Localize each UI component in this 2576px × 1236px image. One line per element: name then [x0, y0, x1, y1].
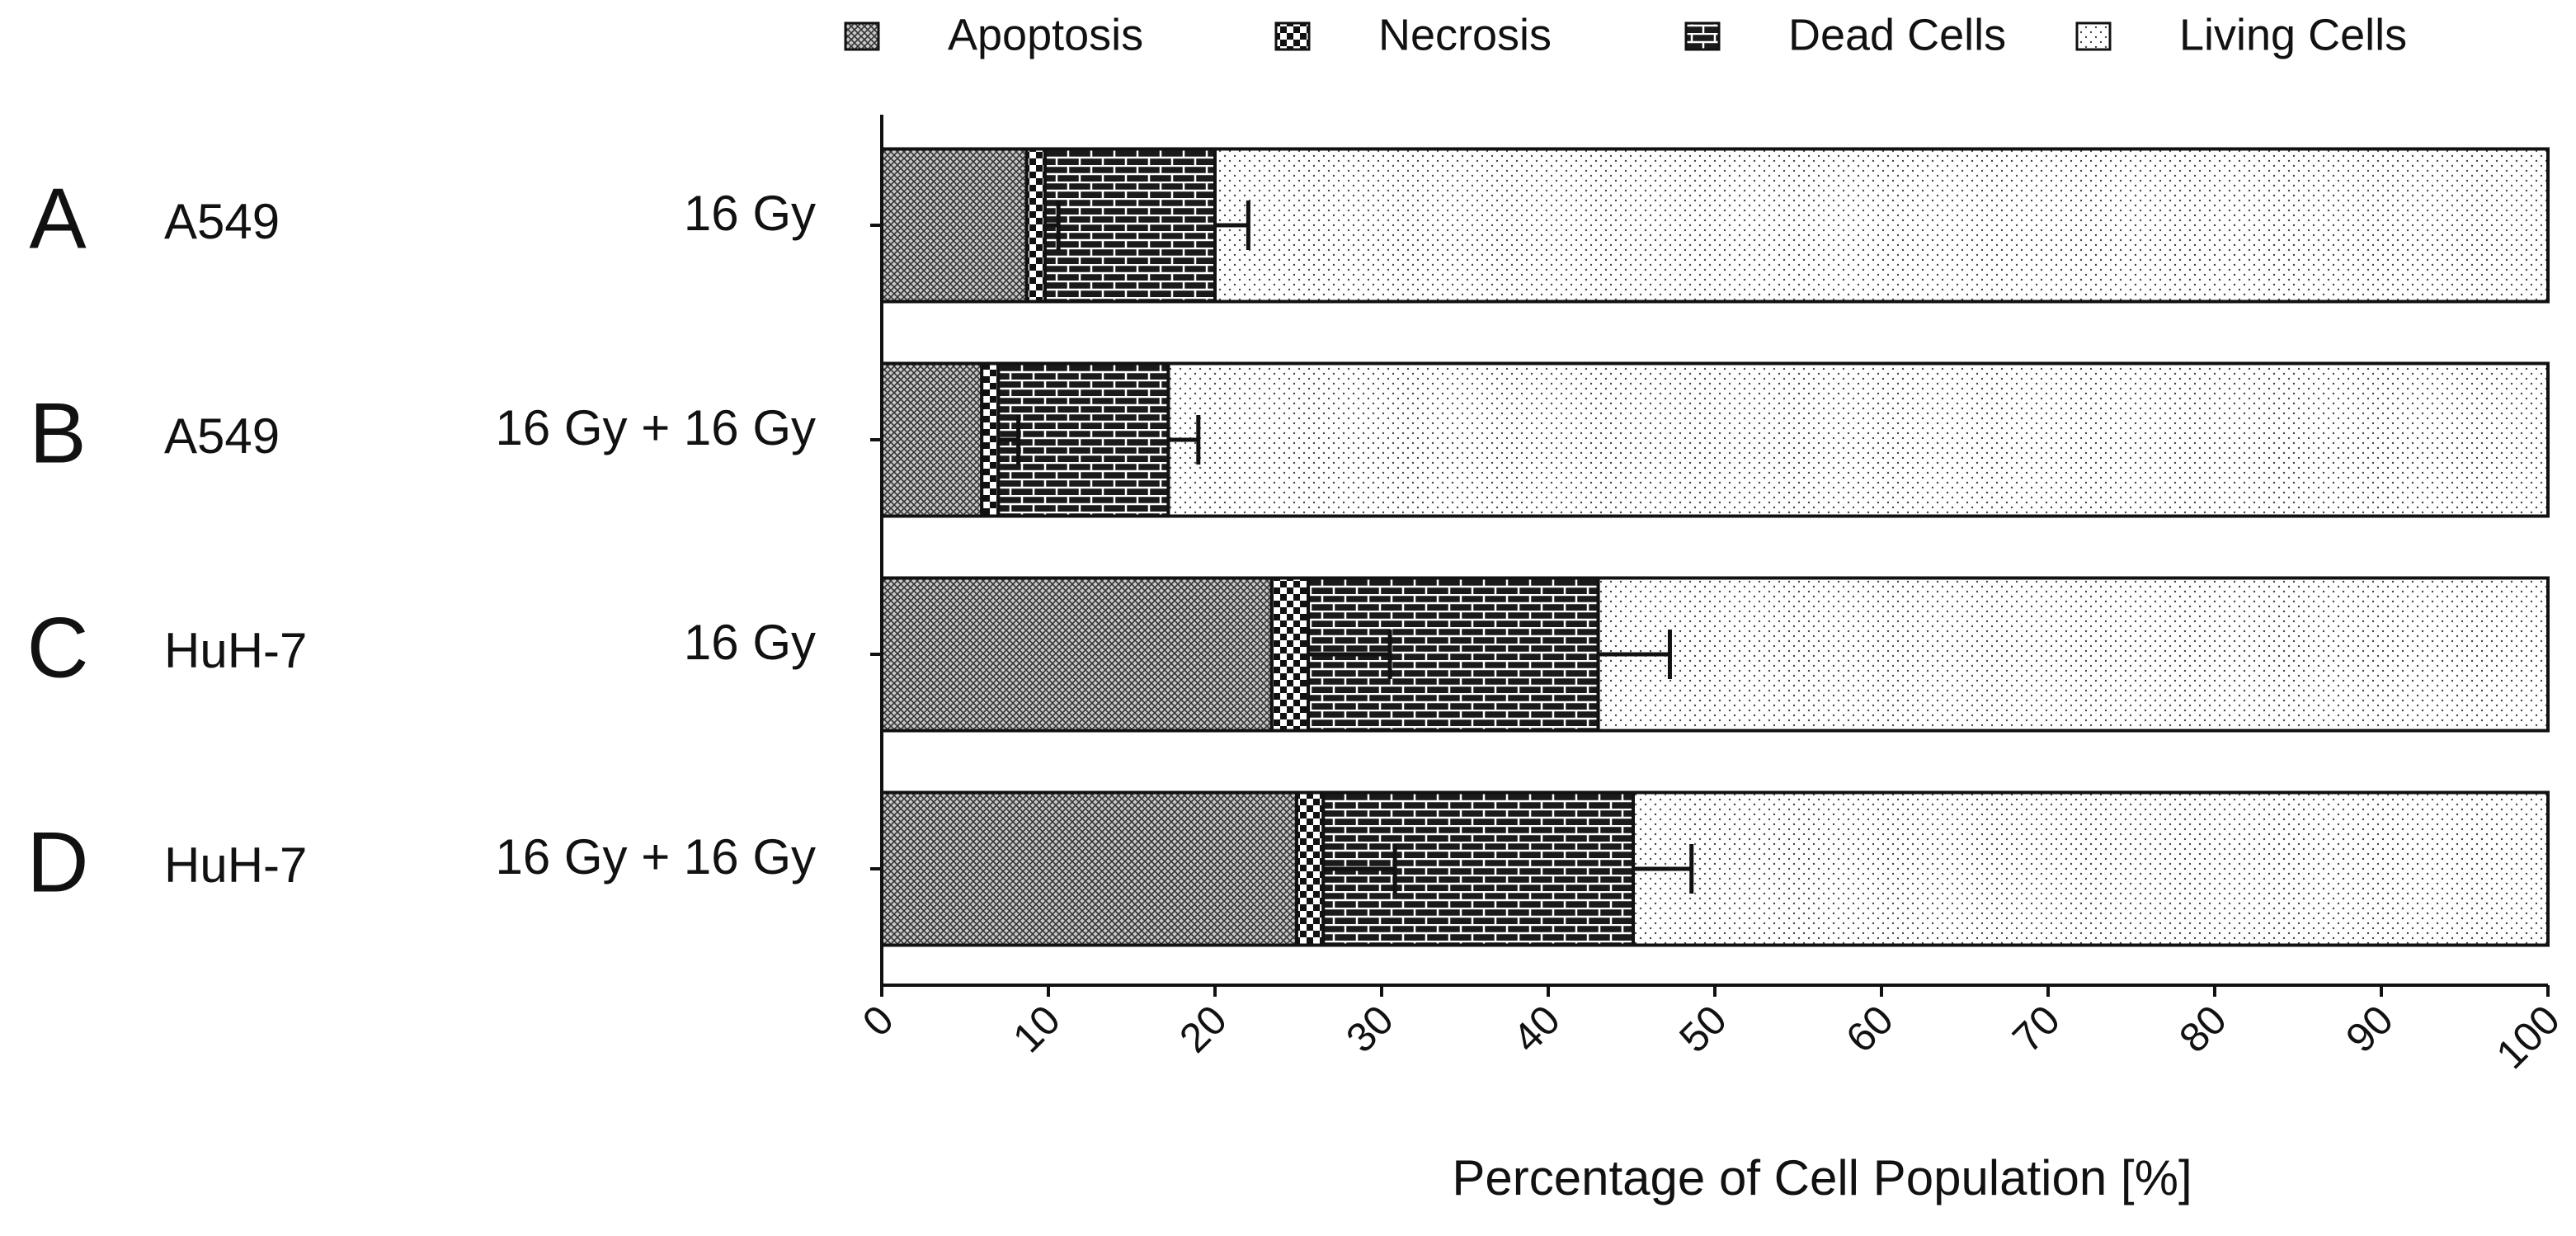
- y-tick-label: 16 Gy: [684, 186, 816, 241]
- bar-segment: [1043, 147, 1217, 304]
- error-bar: [1168, 415, 1201, 465]
- legend-swatch: [1274, 21, 1311, 51]
- error-bar: [1215, 200, 1250, 250]
- x-tick-label: 30: [1337, 997, 1402, 1062]
- legend-swatch: [844, 21, 880, 51]
- row-letter: A: [29, 171, 87, 267]
- x-axis-title: Percentage of Cell Population [%]: [1452, 1150, 2192, 1205]
- row-letter: C: [26, 600, 88, 696]
- bar-segment: [1024, 147, 1047, 304]
- error-bar: [1323, 844, 1397, 894]
- y-tick-label: 16 Gy: [684, 615, 816, 670]
- cell-line: A549: [164, 194, 280, 249]
- x-tick-label: 80: [2170, 997, 2235, 1062]
- cell-line: A549: [164, 408, 280, 464]
- x-tick-label: 50: [1670, 997, 1735, 1062]
- legend-label: Dead Cells: [1788, 10, 2006, 59]
- x-tick-label: 0: [854, 997, 902, 1045]
- error-bar: [998, 415, 1021, 465]
- error-bar: [1044, 200, 1061, 250]
- x-tick-label: 20: [1170, 997, 1236, 1062]
- cell-line: HuH-7: [164, 837, 307, 893]
- x-tick-label: 60: [1837, 997, 1902, 1062]
- bar-segment: [1632, 790, 2550, 947]
- row-letter: D: [26, 814, 88, 910]
- row-letter: B: [29, 385, 86, 481]
- x-tick-label: 70: [2004, 997, 2069, 1062]
- x-tick-label: 100: [2488, 997, 2569, 1078]
- legend-label: Apoptosis: [948, 10, 1143, 59]
- bar-segment: [880, 790, 1298, 947]
- bar-segment: [1596, 576, 2550, 733]
- bar-segment: [1294, 790, 1326, 947]
- y-tick-label: 16 Gy + 16 Gy: [495, 829, 816, 885]
- y-tick-label: 16 Gy + 16 Gy: [495, 400, 816, 455]
- legend-swatch: [1684, 21, 1721, 51]
- bar-segment: [880, 361, 984, 518]
- error-bar: [1633, 844, 1694, 894]
- legend-label: Necrosis: [1378, 10, 1552, 59]
- error-bar: [1598, 630, 1672, 679]
- bar-segment: [1166, 361, 2550, 518]
- bar-segment: [880, 147, 1029, 304]
- x-tick-label: 10: [1004, 997, 1069, 1062]
- cell-line: HuH-7: [164, 623, 307, 678]
- bar-segment: [880, 576, 1274, 733]
- error-bar: [1308, 630, 1392, 679]
- x-tick-label: 40: [1504, 997, 1569, 1062]
- x-tick-label: 90: [2337, 997, 2402, 1062]
- legend-swatch: [2075, 21, 2112, 51]
- bar-segment: [1269, 576, 1311, 733]
- bar-segment: [1213, 147, 2550, 304]
- bar-segment: [980, 361, 1001, 518]
- legend-label: Living Cells: [2179, 10, 2407, 59]
- bar-segment: [996, 361, 1170, 518]
